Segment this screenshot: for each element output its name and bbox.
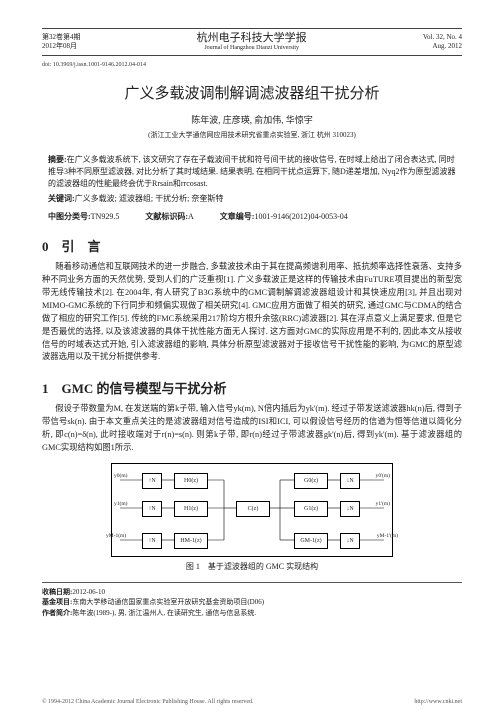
upsample-2: ↑N xyxy=(142,533,162,549)
authors: 陈年波, 庄彦瑛, 俞加伟, 华惊宇 xyxy=(42,113,462,126)
filter-g0: G0(z) xyxy=(294,473,328,489)
doc-code: 文献标识码:A xyxy=(145,211,193,222)
recv-date: 收稿日期:2012-06-10 xyxy=(42,587,462,598)
page-footer: © 1994-2012 China Academic Journal Elect… xyxy=(0,699,504,705)
upsample-0: ↑N xyxy=(142,473,162,489)
rx-label-2: yM-1'(m) xyxy=(377,533,398,539)
tx-label-1: y1(m) xyxy=(114,501,127,507)
journal-name-cn: 杭州电子科技大学学报 xyxy=(197,32,307,45)
journal-header: 第32卷第4期 2012年08月 杭州电子科技大学学报 Journal of H… xyxy=(42,28,462,56)
sec1-heading: 1 GMC 的信号模型与干扰分析 xyxy=(42,378,462,397)
abstract-label: 摘要: xyxy=(48,155,67,164)
filter-g2: GM-1(z) xyxy=(294,533,328,549)
abstract-text: 在广义多载波系统下, 该文研究了存在子载波间干扰和符号间干扰的接收信号, 在时域… xyxy=(48,155,456,188)
funding: 基金项目:东南大学移动通信国家重点实验室开放研究基金资助项目(D06) xyxy=(42,597,462,608)
tx-label-2: yM-1(m) xyxy=(106,533,126,539)
volume-issue: 第32卷第4期 xyxy=(42,33,81,42)
journal-name-en: Journal of Hangzhou Dianzi University xyxy=(197,45,307,52)
doi-line: doi: 10.3969/j.issn.1001-9146.2012.04-01… xyxy=(42,62,462,68)
downsample-0: ↓N xyxy=(340,473,360,489)
author-bio: 作者简介:陈年波(1989-), 男, 浙江温州人, 在读研究生, 通信与信息系… xyxy=(42,608,462,619)
keywords-label: 关键词: xyxy=(48,194,75,203)
page: 第32卷第4期 2012年08月 杭州电子科技大学学报 Journal of H… xyxy=(0,0,504,713)
figure-1: y0(m) y1(m) yM-1(m) ↑N ↑N ↑N H0(z) H1(z)… xyxy=(111,463,393,557)
header-left: 第32卷第4期 2012年08月 xyxy=(42,33,81,51)
keywords-block: 关键词:广义多载波; 滤波器组; 干扰分析; 奈奎斯特 xyxy=(48,193,456,205)
footer-copyright: © 1994-2012 China Academic Journal Elect… xyxy=(42,699,254,705)
footnotes: 收稿日期:2012-06-10 基金项目:东南大学移动通信国家重点实验室开放研究… xyxy=(42,582,462,619)
article-no: 文章编号:1001-9146(2012)04-0053-04 xyxy=(220,211,348,222)
keywords-text: 广义多载波; 滤波器组; 干扰分析; 奈奎斯特 xyxy=(75,194,224,203)
class-cn: 中图分类号:TN929.5 xyxy=(48,211,119,222)
header-center: 杭州电子科技大学学报 Journal of Hangzhou Dianzi Un… xyxy=(197,32,307,52)
sec1-body: 假设子带数量为M, 在发送端的第k子带, 输入信号yk(m), N倍内插后为yk… xyxy=(42,403,462,454)
filter-h0: H0(z) xyxy=(174,473,208,489)
channel-block: C(z) xyxy=(236,501,270,517)
filter-h2: HM-1(z) xyxy=(174,533,208,549)
vol-no-en: Vol. 32, No. 4 xyxy=(423,33,462,42)
downsample-2: ↓N xyxy=(340,533,360,549)
downsample-1: ↓N xyxy=(340,501,360,517)
pub-date-cn: 2012年08月 xyxy=(42,42,81,51)
upsample-1: ↑N xyxy=(142,501,162,517)
footer-url: http://www.cnki.net xyxy=(414,699,462,705)
tx-label-0: y0(m) xyxy=(114,473,127,479)
article-title: 广义多载波调制解调滤波器组干扰分析 xyxy=(42,82,462,103)
header-right: Vol. 32, No. 4 Aug. 2012 xyxy=(423,33,462,51)
affiliation: (浙江工业大学通信网应用技术研究省重点实验室, 浙江 杭州 310023) xyxy=(42,130,462,140)
filter-h1: H1(z) xyxy=(174,501,208,517)
rx-label-0: y0'(m) xyxy=(376,473,390,479)
rx-label-1: y1'(m) xyxy=(376,501,390,507)
sec0-heading: 0 引 言 xyxy=(42,236,462,255)
figure-1-caption: 图 1 基于滤波器组的 GMC 实现结构 xyxy=(42,561,462,572)
abstract-block: 摘要:在广义多载波系统下, 该文研究了存在子载波间干扰和符号间干扰的接收信号, … xyxy=(48,154,456,190)
classification-line: 中图分类号:TN929.5 文献标识码:A 文章编号:1001-9146(201… xyxy=(48,211,456,222)
sec0-body: 随着移动通信和互联网技术的进一步融合, 多载波技术由于其在提高频谱利用率、抵抗频… xyxy=(42,261,462,364)
filter-g1: G1(z) xyxy=(294,501,328,517)
pub-date-en: Aug. 2012 xyxy=(423,42,462,51)
